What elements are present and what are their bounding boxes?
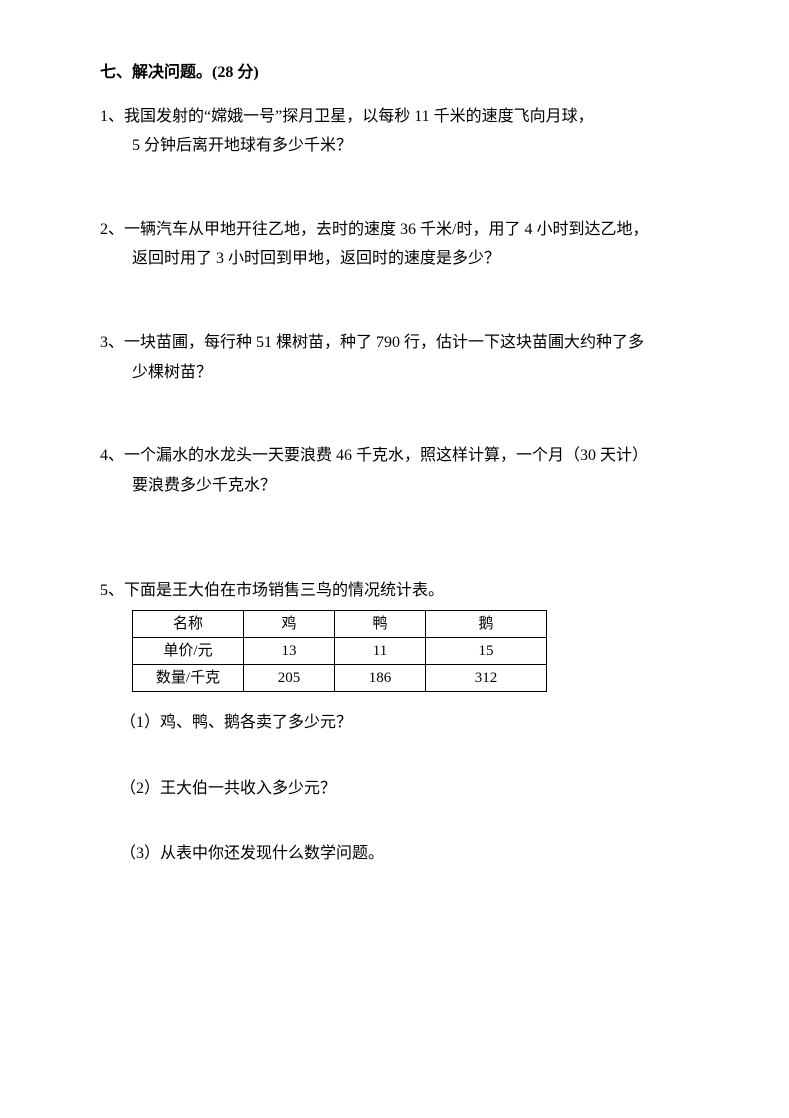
problem-5-sub2: （2）王大伯一共收入多少元？ bbox=[100, 776, 699, 802]
header-goose: 鹅 bbox=[426, 610, 547, 637]
problem-5-line1: 5、下面是王大伯在市场销售三鸟的情况统计表。 bbox=[100, 578, 699, 604]
problem-5-number: 5、 bbox=[100, 582, 124, 599]
problem-1-line2: 5 分钟后离开地球有多少千米？ bbox=[100, 133, 699, 159]
problem-2-line1: 2、一辆汽车从甲地开往乙地，去时的速度 36 千米/时，用了 4 小时到达乙地， bbox=[100, 217, 699, 243]
header-name: 名称 bbox=[133, 610, 244, 637]
problem-3-line1: 3、一块苗圃，每行种 51 棵树苗，种了 790 行，估计一下这块苗圃大约种了多 bbox=[100, 330, 699, 356]
problem-2-text1: 一辆汽车从甲地开往乙地，去时的速度 36 千米/时，用了 4 小时到达乙地， bbox=[124, 221, 648, 238]
problem-1-number: 1、 bbox=[100, 108, 124, 125]
problem-2-line2: 返回时用了 3 小时回到甲地，返回时的速度是多少？ bbox=[100, 246, 699, 272]
price-duck: 11 bbox=[335, 637, 426, 664]
header-duck: 鸭 bbox=[335, 610, 426, 637]
header-chicken: 鸡 bbox=[244, 610, 335, 637]
problem-4-line2: 要浪费多少千克水？ bbox=[100, 473, 699, 499]
price-goose: 15 bbox=[426, 637, 547, 664]
section-title: 七、解决问题。(28 分) bbox=[100, 60, 699, 86]
qty-label: 数量/千克 bbox=[133, 664, 244, 691]
price-label: 单价/元 bbox=[133, 637, 244, 664]
table-row-header: 名称 鸡 鸭 鹅 bbox=[133, 610, 547, 637]
problem-5-sub1: （1）鸡、鸭、鹅各卖了多少元？ bbox=[100, 710, 699, 736]
problem-1-line1: 1、我国发射的“嫦娥一号”探月卫星，以每秒 11 千米的速度飞向月球， bbox=[100, 104, 699, 130]
table-row-qty: 数量/千克 205 186 312 bbox=[133, 664, 547, 691]
problem-3: 3、一块苗圃，每行种 51 棵树苗，种了 790 行，估计一下这块苗圃大约种了多… bbox=[100, 330, 699, 385]
problem-3-number: 3、 bbox=[100, 334, 124, 351]
problem-2: 2、一辆汽车从甲地开往乙地，去时的速度 36 千米/时，用了 4 小时到达乙地，… bbox=[100, 217, 699, 272]
price-chicken: 13 bbox=[244, 637, 335, 664]
qty-chicken: 205 bbox=[244, 664, 335, 691]
problem-4-text1: 一个漏水的水龙头一天要浪费 46 千克水，照这样计算，一个月（30 天计） bbox=[124, 447, 648, 464]
sales-table: 名称 鸡 鸭 鹅 单价/元 13 11 15 数量/千克 205 186 312 bbox=[132, 610, 547, 692]
problem-5-text1: 下面是王大伯在市场销售三鸟的情况统计表。 bbox=[124, 582, 444, 599]
table-row-price: 单价/元 13 11 15 bbox=[133, 637, 547, 664]
problem-5-sub3: （3）从表中你还发现什么数学问题。 bbox=[100, 841, 699, 867]
problem-4: 4、一个漏水的水龙头一天要浪费 46 千克水，照这样计算，一个月（30 天计） … bbox=[100, 443, 699, 498]
problem-2-number: 2、 bbox=[100, 221, 124, 238]
qty-goose: 312 bbox=[426, 664, 547, 691]
problem-1-text1: 我国发射的“嫦娥一号”探月卫星，以每秒 11 千米的速度飞向月球， bbox=[124, 108, 594, 125]
problem-4-number: 4、 bbox=[100, 447, 124, 464]
problem-3-line2: 少棵树苗？ bbox=[100, 360, 699, 386]
problem-5: 5、下面是王大伯在市场销售三鸟的情况统计表。 名称 鸡 鸭 鹅 单价/元 13 … bbox=[100, 578, 699, 866]
problem-4-line1: 4、一个漏水的水龙头一天要浪费 46 千克水，照这样计算，一个月（30 天计） bbox=[100, 443, 699, 469]
problem-3-text1: 一块苗圃，每行种 51 棵树苗，种了 790 行，估计一下这块苗圃大约种了多 bbox=[124, 334, 644, 351]
page: 七、解决问题。(28 分) 1、我国发射的“嫦娥一号”探月卫星，以每秒 11 千… bbox=[0, 0, 789, 1118]
problem-1: 1、我国发射的“嫦娥一号”探月卫星，以每秒 11 千米的速度飞向月球， 5 分钟… bbox=[100, 104, 699, 159]
qty-duck: 186 bbox=[335, 664, 426, 691]
